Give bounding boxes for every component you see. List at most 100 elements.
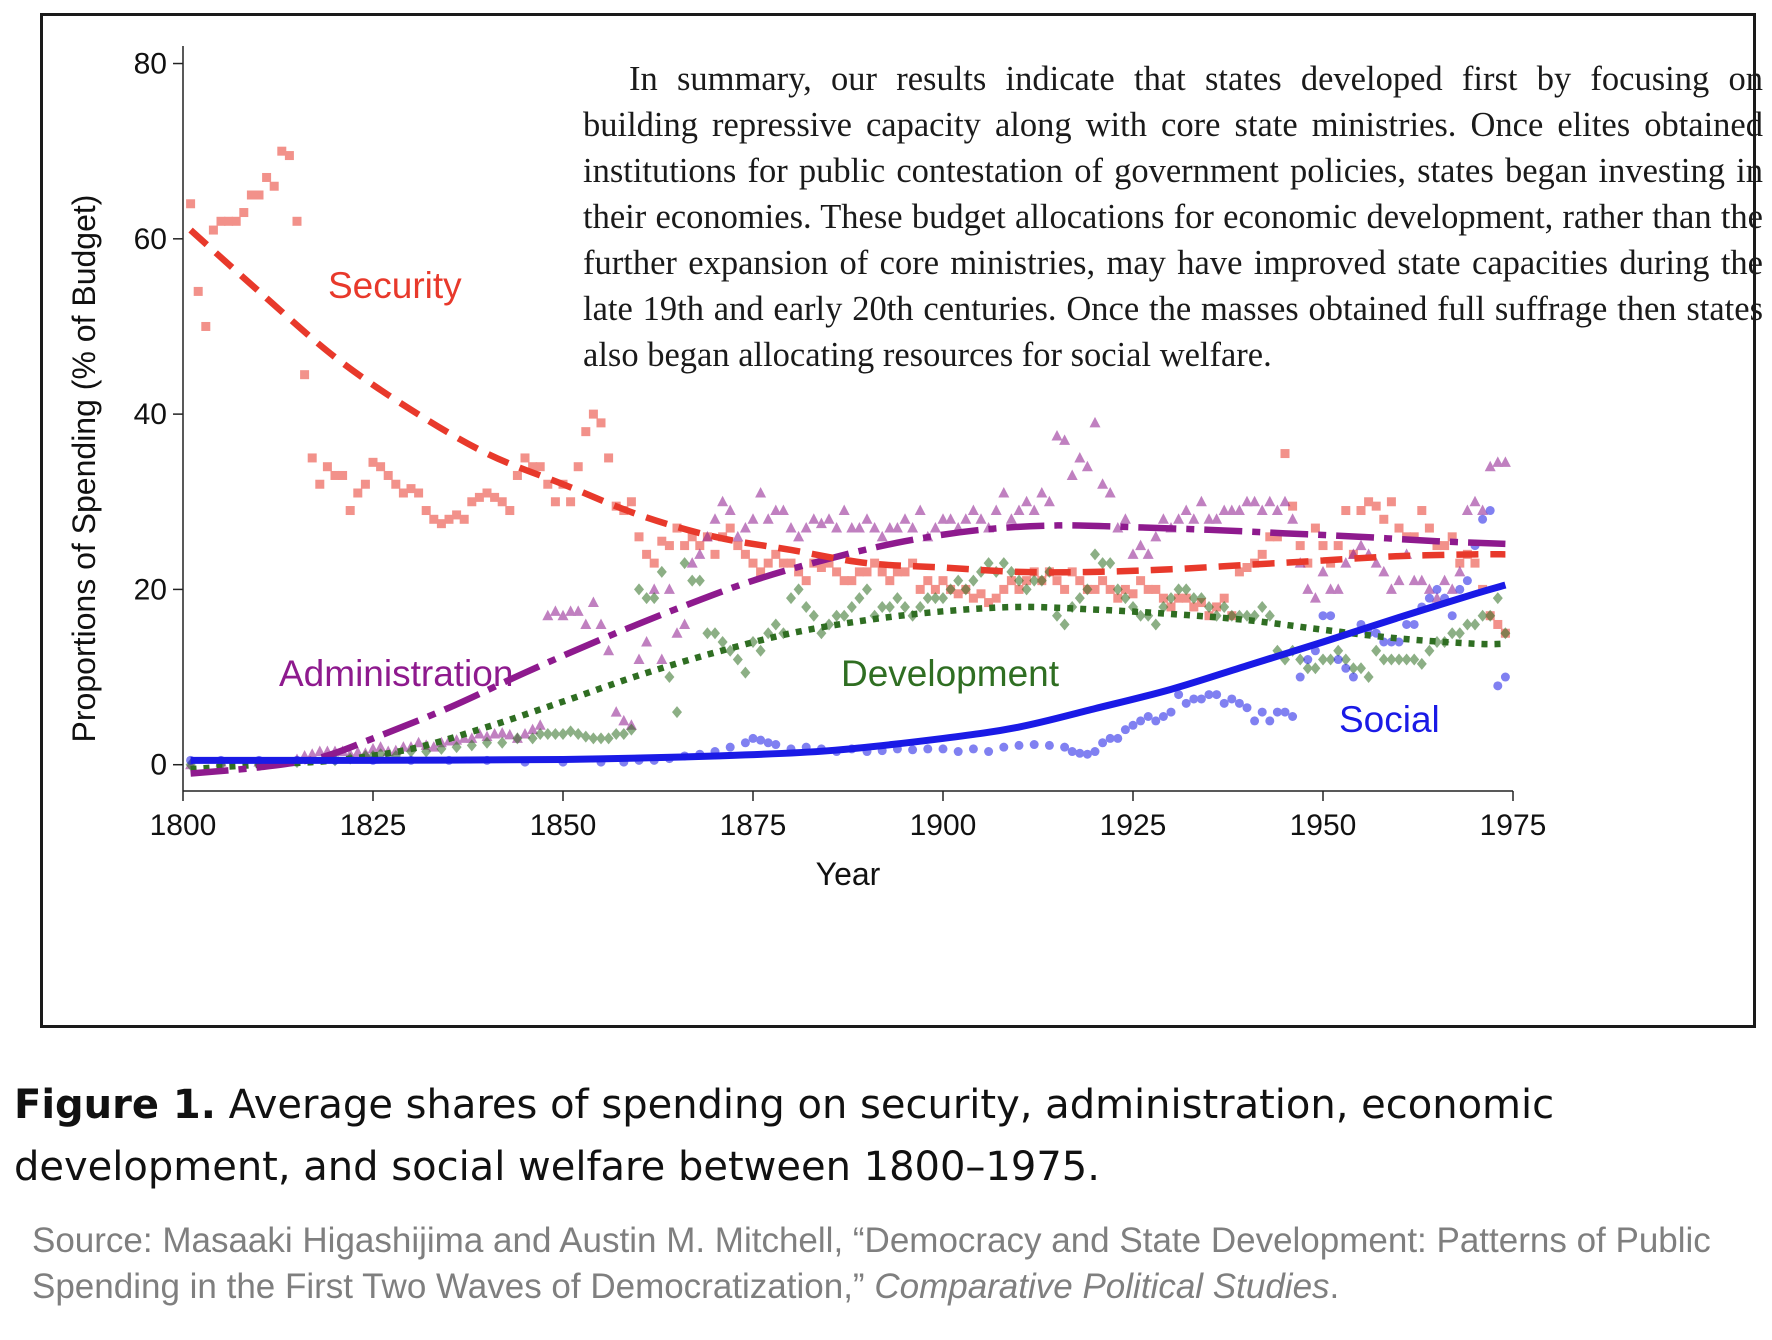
x-tick-label: 1950 [1290,809,1357,842]
security-point [269,181,279,191]
administration-point [1340,557,1352,568]
development-point [1219,600,1230,613]
administration-point [1218,504,1230,516]
administration-point [891,522,903,533]
security-point [573,462,583,472]
security-point [1204,611,1214,621]
social-point [1485,506,1495,516]
development-point [1492,592,1503,605]
development-point [740,666,751,679]
security-point [1356,506,1366,516]
development-point [1112,583,1123,596]
development-point [710,627,720,640]
development-point [968,574,979,587]
security-point [642,549,652,559]
administration-point [770,504,782,516]
administration-point [945,513,957,524]
security-point [915,584,925,594]
security-point [459,514,469,524]
development-point [672,706,682,719]
development-point [1036,574,1047,587]
development-point [793,583,804,596]
development-point [953,574,964,587]
development-point [641,592,652,605]
administration-point [542,609,554,621]
development-point [649,592,660,605]
administration-point [869,522,881,533]
social-point [999,742,1009,752]
social-point [1044,740,1054,750]
social-point [1500,672,1510,682]
social-point [1303,655,1313,665]
x-tick-label: 1825 [340,809,407,842]
security-point [284,151,294,161]
administration-point [823,513,835,524]
development-point [527,732,538,745]
development-point [1470,618,1480,631]
security-point [778,558,788,568]
development-point [725,644,736,657]
social-point [1212,690,1222,700]
social-point [1455,584,1465,594]
security-point [330,470,340,480]
security-point [1386,497,1396,507]
development-point [421,745,432,758]
security-point [1174,593,1184,603]
security-point [345,506,355,516]
development-point [535,728,546,741]
security-point [535,462,545,472]
administration-point [1013,504,1025,516]
security-point [566,497,576,507]
security-point [1371,501,1381,511]
security-point [710,549,720,559]
development-point [1348,662,1359,675]
administration-point [603,644,615,656]
development-point [1014,574,1024,587]
security-point [1440,541,1450,551]
social-point [1151,716,1161,726]
development-point [656,565,667,578]
social-point [1029,740,1039,750]
administration-point [724,504,736,516]
security-point [315,479,325,489]
administration-point [1454,565,1466,577]
development-point [1105,557,1116,570]
social-point [725,742,735,752]
administration-point [1439,574,1451,586]
security-point [1379,514,1389,524]
security-point [208,225,218,235]
security-point [870,558,880,568]
security-point [695,541,705,551]
administration-point [1028,504,1040,516]
administration-point [861,513,873,524]
social-point [740,738,750,748]
development-point [831,609,842,622]
administration-point [1059,434,1071,445]
administration-point [785,522,797,533]
development-point [1454,627,1465,640]
social-point [923,744,933,754]
administration-point [1325,583,1337,594]
administration-point [1203,513,1215,524]
administration-point [1416,574,1428,586]
security-point [360,479,370,489]
security-point [885,576,895,586]
social-point [1082,749,1092,759]
axes: 1800 1825 1850 1875 1900 1925 1950 1975 0 20 40 60 8… [134,46,1546,842]
administration-point [1043,495,1055,507]
development-point [1226,609,1237,622]
administration-point [504,728,516,740]
chart-frame: 1800 1825 1850 1875 1900 1925 1950 1975 0 20 40 60 8… [40,13,1763,1028]
security-point [224,216,234,226]
security-point [1151,584,1161,594]
security-point [1493,619,1503,629]
security-point [338,470,348,480]
administration-point [580,618,592,629]
security-point [976,589,986,599]
administration-point [717,495,729,507]
y-tick-label: 80 [134,48,167,81]
social-point [1158,712,1168,721]
administration-point [1081,460,1093,472]
security-point [1181,593,1191,603]
security-point [216,216,226,226]
